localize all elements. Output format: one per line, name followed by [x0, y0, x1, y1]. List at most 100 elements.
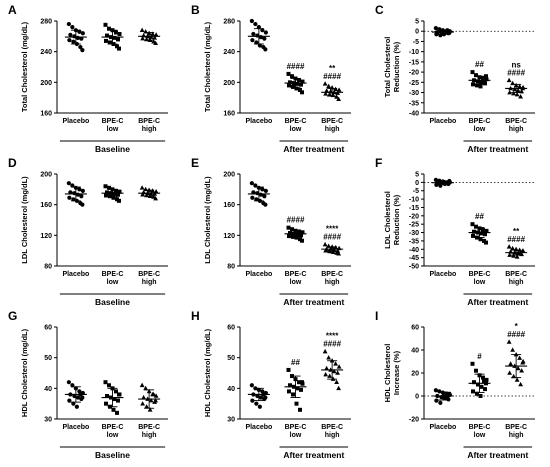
data-point — [323, 91, 329, 96]
series-0 — [64, 380, 87, 409]
x-tick-label: BPE-C — [505, 424, 527, 431]
data-point — [483, 232, 487, 237]
series-2: **#### — [505, 227, 528, 259]
y-tick-label: -20 — [409, 70, 419, 77]
x-tick-label: low — [107, 126, 119, 133]
data-point — [297, 380, 301, 385]
data-point — [507, 89, 513, 95]
panel-i: I -20 0 20 40 60 HDL Cholesterol Increase (%) Pl… — [375, 309, 535, 460]
data-point — [112, 35, 117, 40]
data-point — [108, 40, 112, 45]
y-tick-label: 50 — [227, 355, 235, 362]
data-point — [139, 382, 145, 388]
y-tick-label: 50 — [44, 355, 52, 362]
panel-a: A 160 200 240 280 Total Cholesterol (mg/dL) Pl… — [8, 3, 168, 154]
data-point — [511, 373, 517, 379]
x-tick-label: Placebo — [429, 271, 456, 278]
series-0 — [431, 26, 454, 38]
data-point — [153, 40, 159, 46]
data-point — [300, 380, 304, 385]
panel-b: B 160 200 240 280 Total Cholesterol (mg/dL) Pl… — [191, 3, 351, 154]
y-axis-label: Reduction (%) — [392, 194, 401, 245]
significance-label: #### — [323, 340, 341, 349]
data-point — [336, 251, 342, 256]
significance-label: ## — [475, 60, 484, 69]
data-point — [114, 30, 118, 35]
data-point — [287, 389, 291, 394]
data-point — [75, 395, 80, 400]
data-point — [295, 232, 300, 237]
y-tick-label: 60 — [411, 325, 419, 332]
data-point — [77, 187, 82, 192]
data-point — [250, 398, 255, 403]
x-tick-label: Placebo — [245, 271, 272, 278]
data-point — [67, 38, 72, 43]
x-tick-label: Placebo — [245, 118, 272, 125]
y-tick-label: 280 — [40, 19, 52, 26]
panel-c: C -40 -35 -30 -25 -20 -15 -10 -5 0 5 Total Choleste… — [375, 3, 535, 154]
data-point — [481, 228, 485, 233]
data-point — [484, 240, 488, 245]
data-point — [71, 401, 76, 406]
data-point — [336, 87, 342, 92]
y-tick-label: -35 — [409, 238, 419, 245]
data-point — [107, 185, 111, 190]
data-point — [336, 96, 342, 101]
series-2: ns#### — [505, 60, 528, 99]
data-point — [116, 37, 120, 42]
data-point — [80, 188, 85, 193]
y-tick-label: 160 — [223, 202, 235, 209]
x-tick-label: Placebo — [62, 271, 89, 278]
y-tick-label: 0 — [415, 180, 419, 187]
data-point — [470, 361, 475, 366]
data-point — [286, 71, 291, 76]
data-point — [484, 77, 489, 82]
series-1: # — [468, 352, 491, 398]
data-point — [114, 188, 118, 193]
y-axis-label: Reduction (%) — [392, 41, 401, 92]
data-point — [447, 391, 452, 396]
data-point — [108, 194, 112, 199]
data-point — [479, 80, 484, 85]
data-point — [441, 179, 446, 185]
y-axis-label: LDL Cholesterol (mg/dL) — [20, 176, 29, 264]
data-point — [80, 31, 85, 36]
data-point — [447, 30, 452, 35]
y-tick-label: 0 — [415, 394, 419, 401]
x-tick-label: low — [290, 126, 302, 133]
series-1 — [101, 380, 124, 415]
data-point — [290, 74, 294, 79]
data-point — [143, 385, 149, 391]
data-point — [148, 398, 154, 403]
data-point — [117, 392, 121, 397]
data-point — [144, 404, 150, 409]
data-point — [250, 195, 255, 200]
data-point — [263, 395, 268, 400]
data-point — [112, 191, 117, 196]
data-point — [520, 360, 526, 365]
data-point — [67, 195, 72, 200]
data-point — [474, 73, 478, 78]
data-point — [518, 381, 524, 387]
data-point — [334, 379, 340, 384]
data-point — [474, 368, 478, 373]
data-point — [258, 395, 263, 400]
data-point — [483, 81, 487, 86]
data-point — [116, 398, 120, 403]
y-tick-label: -40 — [409, 247, 419, 254]
significance-label: ## — [475, 212, 484, 221]
data-point — [335, 370, 341, 375]
data-point — [300, 79, 305, 84]
series-2 — [138, 185, 161, 201]
data-point — [78, 44, 83, 50]
group-label: After treatment — [283, 297, 344, 307]
group-label: After treatment — [283, 450, 344, 460]
data-point — [478, 237, 483, 242]
data-point — [66, 181, 71, 186]
x-tick-label: Placebo — [429, 118, 456, 125]
data-point — [253, 21, 258, 27]
data-point — [105, 33, 109, 38]
data-point — [474, 224, 478, 229]
